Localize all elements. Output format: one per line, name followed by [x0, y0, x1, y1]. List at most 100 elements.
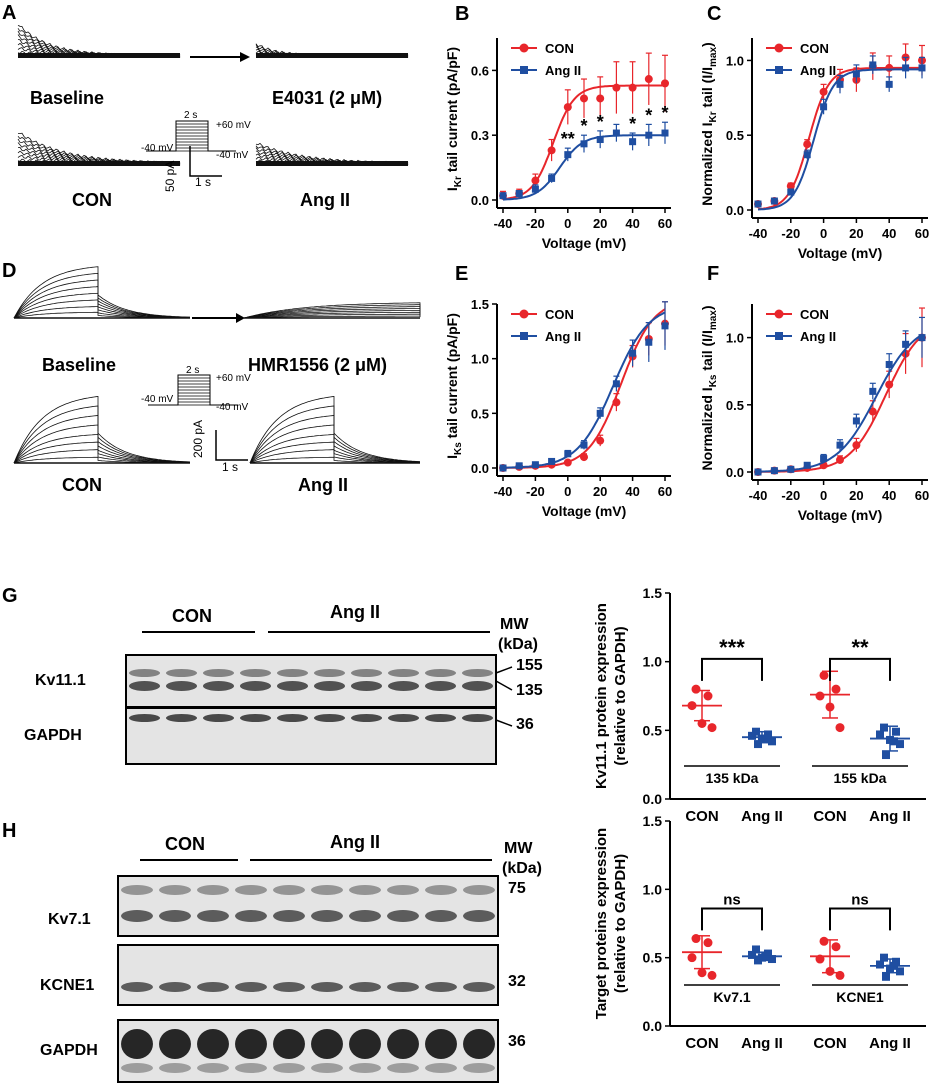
h-gapdh-blot-band [121, 1029, 153, 1059]
h-kv71-blot-band [425, 910, 457, 922]
data-point-ang [820, 103, 828, 111]
h-marker-36: 36 [508, 1033, 526, 1050]
significance-bracket [701, 907, 763, 931]
scatter-point-ang [762, 734, 770, 743]
x-category-label: CON [685, 1035, 718, 1052]
d-con-trace [13, 441, 190, 464]
x-tick-label: -20 [781, 226, 800, 241]
d-ang-trace [249, 449, 420, 464]
h-kv71-blot-band [197, 910, 229, 922]
scatter-point-con [687, 953, 697, 963]
y-label-sub: Ks [708, 374, 719, 387]
d-proto-tail: -40 mV [216, 402, 249, 413]
scatter-point-ang [886, 735, 894, 744]
d-hmr-trace [243, 302, 421, 319]
data-point-con [819, 87, 828, 96]
scatter-point-ang [768, 737, 776, 746]
data-point-con [644, 75, 653, 84]
y-axis-label-line1: Kv11.1 protein expression [593, 603, 610, 789]
x-tick-label: 60 [915, 488, 929, 503]
panel-letter-F: F [707, 263, 719, 285]
y-tick-label: 0.5 [726, 128, 744, 143]
a-e4031-noise-band [256, 53, 408, 58]
g-gapdh-blot-band [350, 714, 383, 722]
panel-letter-H: H [2, 820, 17, 842]
data-point-con [563, 103, 572, 112]
scatter-point-con [691, 934, 701, 944]
data-point-con [499, 464, 507, 472]
legend-label: CON [800, 307, 829, 322]
h-kcne1-blot-band [387, 982, 419, 992]
data-point-ang [820, 455, 828, 463]
d-con-trace [13, 396, 191, 464]
x-category-label: Ang II [741, 808, 783, 825]
g-kv111-blot-band [239, 669, 272, 677]
y-tick-label: 0.5 [643, 722, 663, 738]
scatter-point-ang [882, 972, 890, 981]
scatter-point-ang [764, 949, 772, 958]
h-kv71-blot-band [463, 910, 495, 922]
d-hmr-trace [243, 310, 421, 319]
g-kv111-blot-band [387, 681, 420, 691]
h-gapdh-blot-band [463, 1063, 495, 1073]
scatter-point-ang [758, 953, 766, 962]
x-tick-label: 20 [849, 488, 863, 503]
g-kv111-blot-band [128, 681, 161, 691]
y-label-part: ) [699, 42, 715, 47]
y-axis-label: IKs tail current (pA/pF) [444, 313, 464, 459]
data-point-con [644, 334, 653, 343]
g-con-group-label: CON [172, 606, 212, 626]
d-hmr-trace [243, 304, 421, 319]
y-axis-label: Normalized IKs tail (I/Imax) [699, 305, 719, 470]
legend-marker-ang [520, 332, 528, 340]
h-kv71-blot-band [349, 885, 381, 895]
x-category-label: CON [813, 808, 846, 825]
data-point-con [836, 75, 844, 84]
data-point-ang [869, 61, 877, 69]
data-point-ang [645, 338, 653, 346]
a-baseline-trace [17, 25, 180, 58]
d-ang-trace [249, 424, 421, 464]
scatter-point-con [835, 723, 845, 733]
data-point-ang [629, 349, 637, 357]
y-axis-label-line1: Target proteins expression [593, 828, 610, 1019]
y-axis-label-line2: (relative to GAPDH) [612, 626, 629, 765]
data-point-con [580, 94, 588, 103]
d-hmr-trace [243, 311, 421, 319]
x-tick-label: -40 [494, 216, 513, 231]
data-point-ang [803, 461, 811, 469]
g-kv111-blot-band [424, 681, 457, 691]
scatter-point-ang [890, 737, 898, 746]
g-row-kv111: Kv11.1 [35, 672, 86, 689]
a-ang-trace [255, 142, 409, 166]
data-point-con [786, 465, 795, 474]
fit-line-con [502, 84, 665, 200]
data-point-ang [770, 467, 778, 475]
g-gapdh-blot-band [239, 714, 272, 722]
scatter-point-ang [748, 731, 756, 740]
d-ang-label: Ang II [298, 475, 348, 495]
h-kcne1-blot-frame [117, 944, 499, 1006]
x-tick-label: 0 [564, 484, 571, 499]
g-kv111-blot-band [202, 669, 235, 677]
significance-mark: * [661, 103, 668, 123]
a-drug-label: E4031 (2 μM) [272, 88, 383, 108]
data-point-con [852, 441, 861, 450]
y-label-sub: max [708, 310, 719, 330]
y-label-part: tail (I/I [699, 67, 715, 111]
data-point-ang [548, 174, 556, 182]
y-tick-label: 1.0 [726, 53, 744, 68]
scatter-point-con [707, 970, 717, 980]
x-axis-label: Voltage (mV) [798, 245, 883, 261]
scatter-point-con [831, 684, 841, 694]
data-point-ang [836, 441, 844, 449]
legend-label: Ang II [800, 329, 836, 344]
g-kda-label: (kDa) [498, 636, 539, 653]
g-gapdh-blot-band [461, 714, 494, 722]
g-marker-tick-135 [495, 680, 513, 691]
x-tick-label: 0 [564, 216, 571, 231]
h-kv71-blot-band [349, 910, 381, 922]
g-kv111-blot-frame [125, 654, 497, 708]
scatter-point-ang [764, 730, 772, 739]
